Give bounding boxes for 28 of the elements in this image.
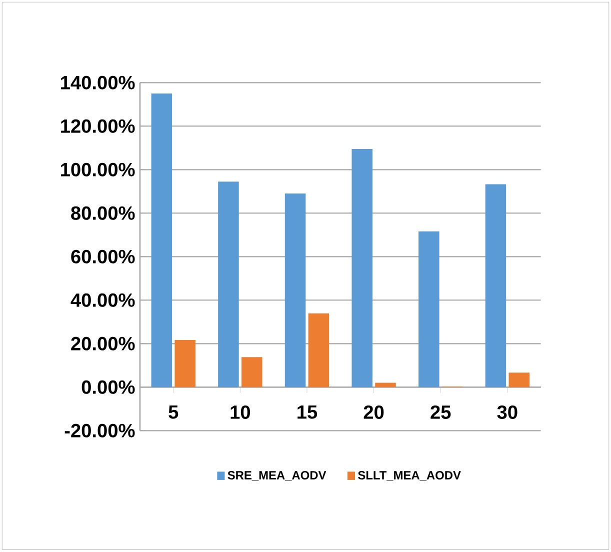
- bar: [418, 232, 440, 388]
- bar: [508, 372, 530, 388]
- bar: [284, 194, 306, 388]
- y-tick-label: 80.00%: [71, 206, 135, 220]
- bar: [485, 184, 506, 388]
- x-tick-label: 25: [430, 406, 451, 420]
- bar: [375, 382, 396, 388]
- x-tick-label: 15: [298, 406, 318, 419]
- y-tick-label: 140.00%: [61, 76, 135, 90]
- bar: [242, 357, 262, 388]
- y-tick-label: 120.00%: [61, 120, 135, 134]
- bar: [352, 149, 372, 388]
- y-tick-label: 0.00%: [82, 380, 135, 394]
- x-tick-label: 10: [230, 406, 250, 420]
- legend-label: SRE_MEA_AODV: [228, 471, 326, 481]
- x-tick-label: 20: [364, 406, 384, 420]
- y-tick-label: 60.00%: [71, 250, 135, 264]
- bar: [218, 182, 239, 388]
- bar: [174, 340, 196, 388]
- y-tick-label: -20.00%: [64, 424, 135, 438]
- legend-label: SLLT_MEA_AODV: [358, 471, 461, 481]
- y-tick-label: 20.00%: [71, 337, 135, 351]
- y-tick-label: 40.00%: [70, 294, 135, 308]
- bar: [151, 94, 172, 388]
- y-tick-label: 100.00%: [61, 163, 135, 177]
- bar: [308, 314, 330, 388]
- x-tick-label: 5: [168, 406, 178, 419]
- x-tick-label: 30: [497, 406, 518, 420]
